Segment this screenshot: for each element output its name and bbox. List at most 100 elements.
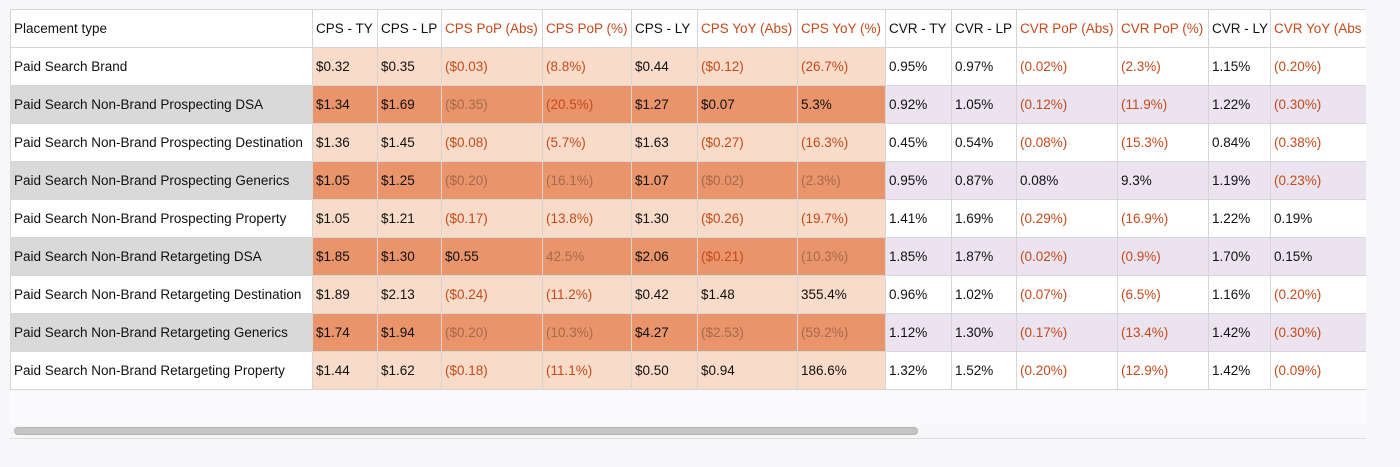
metric-cell: (15.3%) <box>1117 123 1209 162</box>
table-body: Paid Search Brand $0.32 $0.35 ($0.03) (8.8%)… <box>10 47 1366 390</box>
metric-cell: (11.9%) <box>1117 85 1209 124</box>
column-header-11[interactable]: CVR PoP (%) <box>1117 9 1209 48</box>
column-header-8[interactable]: CVR - TY <box>885 9 952 48</box>
placement-name-cell: Paid Search Non-Brand Retargeting Destin… <box>10 275 313 314</box>
column-header-2[interactable]: CPS - LP <box>377 9 442 48</box>
metric-cell: ($0.03) <box>441 47 543 86</box>
metric-cell: 0.84% <box>1208 123 1271 162</box>
metric-cell: 355.4% <box>797 275 886 314</box>
metric-cell: ($0.24) <box>441 275 543 314</box>
metric-cell: 186.6% <box>797 351 886 390</box>
metric-cell: 0.45% <box>885 123 952 162</box>
column-header-13[interactable]: CVR YoY (Abs <box>1270 9 1366 48</box>
metric-cell: (11.1%) <box>542 351 632 390</box>
placement-name-cell: Paid Search Non-Brand Prospecting Proper… <box>10 199 313 238</box>
column-header-12[interactable]: CVR - LY <box>1208 9 1271 48</box>
metric-cell: $0.94 <box>697 351 798 390</box>
metric-cell: $1.85 <box>312 237 378 276</box>
metric-cell: $0.07 <box>697 85 798 124</box>
metric-cell: 0.08% <box>1016 161 1118 200</box>
metric-cell: $1.25 <box>377 161 442 200</box>
horizontal-scrollbar[interactable] <box>14 427 1364 435</box>
metric-cell: (5.7%) <box>542 123 632 162</box>
table-row[interactable]: Paid Search Brand $0.32 $0.35 ($0.03) (8.8%)… <box>10 47 1366 86</box>
header-row: Placement type CPS - TY CPS - LP CPS PoP (A… <box>10 9 1366 48</box>
metric-cell: $1.69 <box>377 85 442 124</box>
metric-cell: $0.44 <box>631 47 698 86</box>
metric-cell: (0.38%) <box>1270 123 1366 162</box>
metric-cell: 1.42% <box>1208 351 1271 390</box>
metric-cell: (26.7%) <box>797 47 886 86</box>
column-header-3[interactable]: CPS PoP (Abs) <box>441 9 543 48</box>
metric-cell: $2.13 <box>377 275 442 314</box>
metric-cell: 9.3% <box>1117 161 1209 200</box>
table-row[interactable]: Paid Search Non-Brand Retargeting Generi… <box>10 313 1366 352</box>
metric-cell: 1.22% <box>1208 199 1271 238</box>
metric-cell: ($0.27) <box>697 123 798 162</box>
metric-cell: 1.05% <box>951 85 1017 124</box>
placement-table: Placement type CPS - TY CPS - LP CPS PoP (A… <box>10 9 1366 390</box>
placement-name-cell: Paid Search Non-Brand Prospecting DSA <box>10 85 313 124</box>
placement-name-cell: Paid Search Non-Brand Retargeting DSA <box>10 237 313 276</box>
metric-cell: 1.69% <box>951 199 1017 238</box>
table-row[interactable]: Paid Search Non-Brand Prospecting Proper… <box>10 199 1366 238</box>
table-row[interactable]: Paid Search Non-Brand Retargeting Proper… <box>10 351 1366 390</box>
table-row[interactable]: Paid Search Non-Brand Prospecting Destin… <box>10 123 1366 162</box>
placement-name-cell: Paid Search Non-Brand Retargeting Generi… <box>10 313 313 352</box>
metric-cell: 1.19% <box>1208 161 1271 200</box>
metric-cell: 0.87% <box>951 161 1017 200</box>
metric-cell: (20.5%) <box>542 85 632 124</box>
metric-cell: (6.5%) <box>1117 275 1209 314</box>
metric-cell: (16.1%) <box>542 161 632 200</box>
metric-cell: $0.55 <box>441 237 543 276</box>
metric-cell: 1.22% <box>1208 85 1271 124</box>
metric-cell: 0.95% <box>885 161 952 200</box>
metric-cell: 1.87% <box>951 237 1017 276</box>
metric-cell: (16.9%) <box>1117 199 1209 238</box>
column-header-0[interactable]: Placement type <box>10 9 313 48</box>
metric-cell: (0.20%) <box>1016 351 1118 390</box>
table-viewport: Placement type CPS - TY CPS - LP CPS PoP (A… <box>10 9 1366 425</box>
metric-cell: (0.17%) <box>1016 313 1118 352</box>
metric-cell: 42.5% <box>542 237 632 276</box>
metric-cell: (0.08%) <box>1016 123 1118 162</box>
metric-cell: 1.85% <box>885 237 952 276</box>
column-header-9[interactable]: CVR - LP <box>951 9 1017 48</box>
metric-cell: (13.8%) <box>542 199 632 238</box>
metric-cell: (0.09%) <box>1270 351 1366 390</box>
column-header-1[interactable]: CPS - TY <box>312 9 378 48</box>
table-row[interactable]: Paid Search Non-Brand Prospecting DSA $1.… <box>10 85 1366 124</box>
metric-cell: $4.27 <box>631 313 698 352</box>
metric-cell: $1.44 <box>312 351 378 390</box>
metric-cell: $0.32 <box>312 47 378 86</box>
metric-cell: (8.8%) <box>542 47 632 86</box>
metric-cell: ($0.20) <box>441 313 543 352</box>
metric-cell: ($0.26) <box>697 199 798 238</box>
metric-cell: $0.35 <box>377 47 442 86</box>
metric-cell: ($0.08) <box>441 123 543 162</box>
metric-cell: 0.96% <box>885 275 952 314</box>
column-header-10[interactable]: CVR PoP (Abs) <box>1016 9 1118 48</box>
column-header-5[interactable]: CPS - LY <box>631 9 698 48</box>
metric-cell: $1.36 <box>312 123 378 162</box>
metric-cell: (0.20%) <box>1270 47 1366 86</box>
table-row[interactable]: Paid Search Non-Brand Prospecting Generi… <box>10 161 1366 200</box>
metric-cell: 1.02% <box>951 275 1017 314</box>
metric-cell: 1.42% <box>1208 313 1271 352</box>
table-row[interactable]: Paid Search Non-Brand Retargeting Destin… <box>10 275 1366 314</box>
column-header-4[interactable]: CPS PoP (%) <box>542 9 632 48</box>
metric-cell: $1.48 <box>697 275 798 314</box>
metric-cell: (19.7%) <box>797 199 886 238</box>
column-header-7[interactable]: CPS YoY (%) <box>797 9 886 48</box>
table-row[interactable]: Paid Search Non-Brand Retargeting DSA $1.… <box>10 237 1366 276</box>
metric-cell: (0.29%) <box>1016 199 1118 238</box>
column-header-6[interactable]: CPS YoY (Abs) <box>697 9 798 48</box>
metric-cell: $1.05 <box>312 161 378 200</box>
placement-name-cell: Paid Search Brand <box>10 47 313 86</box>
placement-name-cell: Paid Search Non-Brand Prospecting Destin… <box>10 123 313 162</box>
metric-cell: (0.30%) <box>1270 85 1366 124</box>
scrollbar-thumb[interactable] <box>14 427 918 435</box>
metric-cell: (0.30%) <box>1270 313 1366 352</box>
metric-cell: 1.30% <box>951 313 1017 352</box>
placement-name-cell: Paid Search Non-Brand Prospecting Generi… <box>10 161 313 200</box>
